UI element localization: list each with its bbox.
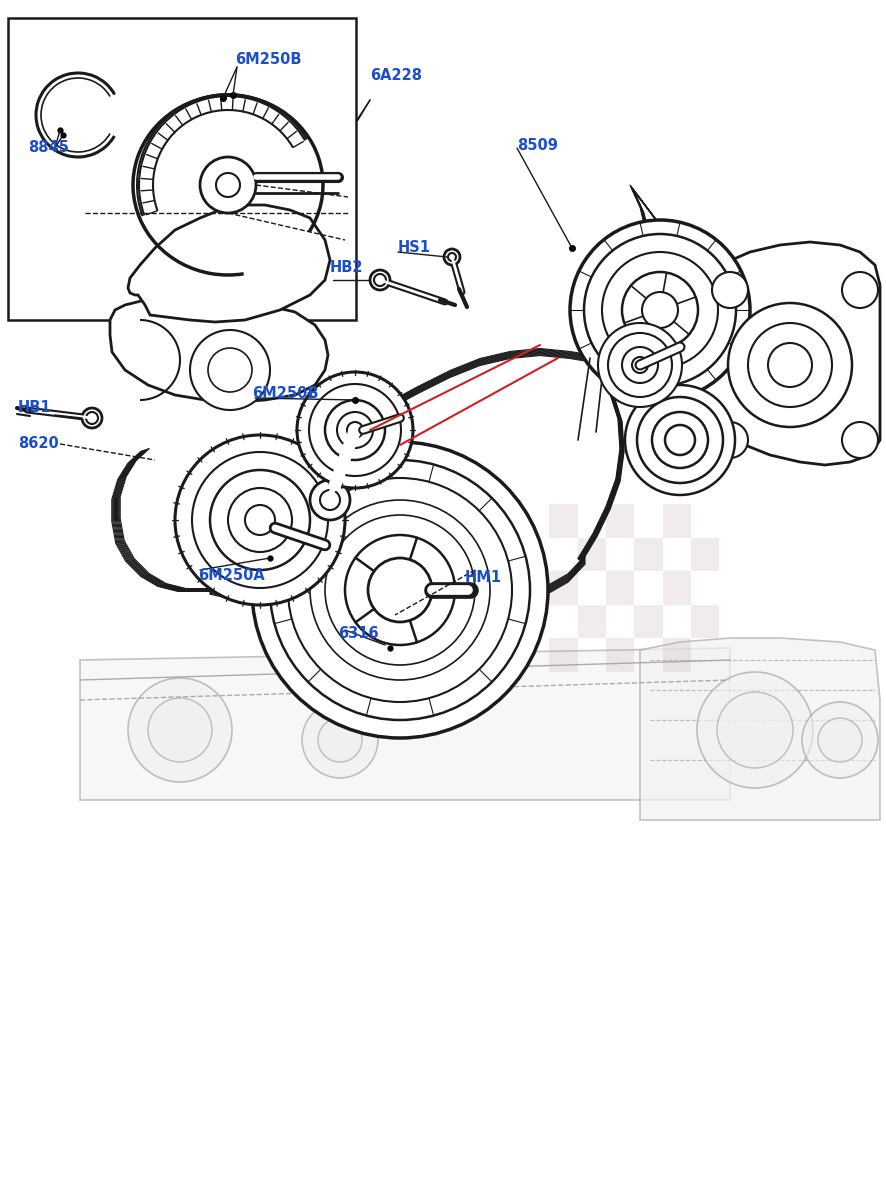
Circle shape — [309, 384, 401, 476]
Circle shape — [622, 272, 698, 348]
Circle shape — [622, 347, 658, 383]
Circle shape — [245, 505, 275, 535]
Circle shape — [637, 397, 723, 482]
Circle shape — [210, 470, 310, 570]
Circle shape — [608, 332, 672, 397]
Circle shape — [717, 692, 793, 768]
Circle shape — [632, 358, 648, 373]
Circle shape — [325, 400, 385, 460]
Text: 6M250B: 6M250B — [235, 53, 301, 67]
Text: HM1: HM1 — [465, 570, 502, 584]
Circle shape — [302, 702, 378, 778]
Bar — [663, 571, 691, 605]
Circle shape — [642, 292, 678, 328]
Circle shape — [665, 425, 695, 455]
Circle shape — [337, 412, 373, 448]
Circle shape — [175, 434, 345, 605]
Circle shape — [128, 678, 232, 782]
Text: 6M250A: 6M250A — [198, 569, 265, 583]
Bar — [691, 605, 719, 638]
Circle shape — [310, 500, 490, 680]
Circle shape — [270, 460, 530, 720]
Text: Scuderia: Scuderia — [231, 511, 513, 641]
Bar — [606, 571, 634, 605]
Text: 6316: 6316 — [338, 626, 378, 642]
Text: 8845: 8845 — [28, 140, 69, 156]
Bar — [549, 504, 578, 538]
Text: 8509: 8509 — [517, 138, 558, 152]
Bar — [663, 504, 691, 538]
Circle shape — [570, 220, 750, 400]
Circle shape — [82, 408, 102, 428]
Bar — [578, 605, 606, 638]
Circle shape — [652, 412, 708, 468]
Bar — [549, 638, 578, 672]
Circle shape — [444, 248, 460, 265]
Circle shape — [842, 422, 878, 458]
Polygon shape — [80, 648, 730, 800]
Circle shape — [148, 698, 212, 762]
Circle shape — [802, 702, 878, 778]
Circle shape — [216, 173, 240, 197]
Text: HB1: HB1 — [18, 401, 51, 415]
Circle shape — [448, 253, 456, 260]
Text: 8620: 8620 — [18, 437, 58, 451]
Circle shape — [374, 274, 386, 286]
Text: 6A228: 6A228 — [370, 67, 422, 83]
Circle shape — [320, 490, 340, 510]
Circle shape — [818, 718, 862, 762]
Polygon shape — [128, 205, 330, 322]
Circle shape — [190, 330, 270, 410]
Circle shape — [697, 672, 813, 788]
Circle shape — [347, 422, 363, 438]
Circle shape — [768, 343, 812, 386]
Circle shape — [325, 515, 475, 665]
Circle shape — [86, 412, 98, 424]
Circle shape — [368, 558, 432, 622]
Circle shape — [228, 488, 292, 552]
Text: HB2: HB2 — [330, 259, 363, 275]
Circle shape — [842, 272, 878, 308]
Circle shape — [288, 478, 512, 702]
Circle shape — [310, 480, 350, 520]
Circle shape — [192, 452, 328, 588]
Circle shape — [602, 252, 718, 368]
Circle shape — [318, 718, 362, 762]
Circle shape — [208, 348, 252, 392]
Circle shape — [297, 372, 413, 488]
Circle shape — [252, 442, 548, 738]
Circle shape — [728, 302, 852, 427]
Circle shape — [584, 234, 736, 386]
Bar — [8, 18, 356, 320]
Bar — [578, 538, 606, 571]
Circle shape — [345, 535, 455, 646]
Text: HS1: HS1 — [398, 240, 431, 256]
Circle shape — [748, 323, 832, 407]
Circle shape — [625, 385, 735, 494]
Bar — [606, 638, 634, 672]
Polygon shape — [700, 242, 880, 464]
Bar — [606, 504, 634, 538]
Polygon shape — [110, 298, 328, 402]
Bar — [634, 538, 663, 571]
Circle shape — [712, 272, 748, 308]
Circle shape — [370, 270, 390, 290]
Bar — [691, 538, 719, 571]
Circle shape — [200, 157, 256, 214]
Bar — [634, 605, 663, 638]
Bar — [549, 571, 578, 605]
Circle shape — [598, 323, 682, 407]
Polygon shape — [640, 638, 880, 820]
Circle shape — [712, 422, 748, 458]
Text: 6M250B: 6M250B — [252, 385, 318, 401]
Bar — [663, 638, 691, 672]
